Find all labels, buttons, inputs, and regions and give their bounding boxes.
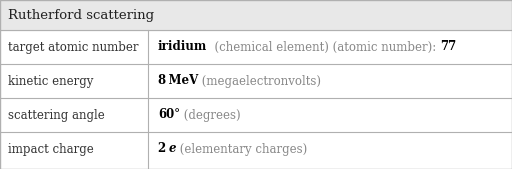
Text: Rutherford scattering: Rutherford scattering [8, 8, 154, 21]
Text: 8 MeV: 8 MeV [158, 75, 198, 88]
Text: iridium: iridium [158, 41, 207, 54]
Text: scattering angle: scattering angle [8, 108, 105, 122]
Text: kinetic energy: kinetic energy [8, 75, 93, 88]
Text: (degrees): (degrees) [180, 108, 241, 122]
Text: 2: 2 [158, 142, 168, 155]
Text: 60°: 60° [158, 108, 180, 122]
Text: (chemical element) (atomic number):: (chemical element) (atomic number): [207, 41, 440, 54]
Text: (elementary charges): (elementary charges) [176, 142, 307, 155]
Text: 77: 77 [440, 41, 457, 54]
Text: target atomic number: target atomic number [8, 41, 139, 54]
Text: impact charge: impact charge [8, 142, 94, 155]
Bar [0, 0, 512, 30]
Text: e: e [168, 142, 176, 155]
Text: (megaelectronvolts): (megaelectronvolts) [198, 75, 321, 88]
